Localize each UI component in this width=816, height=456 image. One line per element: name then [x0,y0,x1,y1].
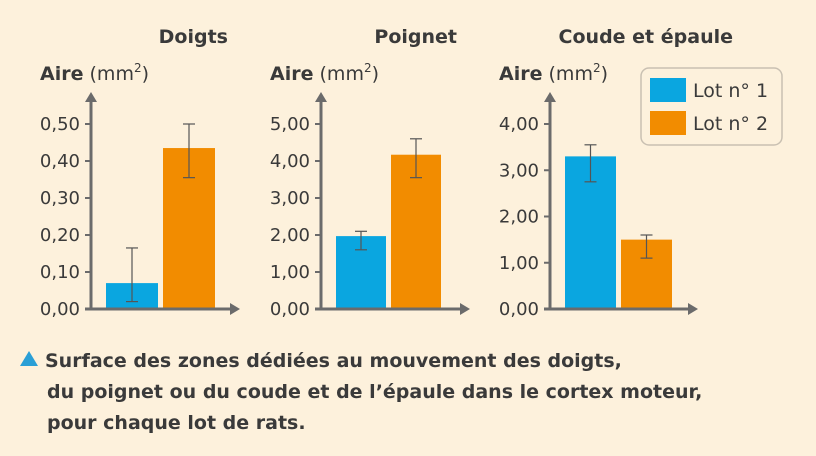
chart-title: Coude et épaule [559,26,733,48]
caption-line-2: du poignet ou du coude et de l’épaule da… [47,381,703,403]
x-axis-arrow [230,303,240,315]
y-tick-label: 4,00 [270,151,310,172]
x-axis-arrow [688,303,698,315]
caption: Surface des zones dédiées au mouvement d… [20,346,702,439]
chart-panel-1: Doigts Aire (mm2) 0,00 0,10 0,20 0,30 0,40 0,50 [40,26,240,320]
caption-line-1: Surface des zones dédiées au mouvement d… [45,350,622,372]
y-tick-label: 0,20 [40,225,80,246]
y-tick-label: 2,00 [270,225,310,246]
legend-swatch-2 [650,111,686,135]
error-bar-2 [183,123,195,179]
y-axis-arrow [85,92,97,102]
y-tick-label: 0,10 [40,262,80,283]
y-axis-label: Aire (mm2) [270,61,379,85]
y-tick-label: 3,00 [270,188,310,209]
chart-title: Poignet [374,26,457,48]
bar-2 [391,154,441,309]
y-tick-label: 4,00 [499,114,539,135]
y-tick-label: 0,50 [40,114,80,135]
caption-triangle-icon [20,351,38,366]
legend: Lot n° 1 Lot n° 2 [640,67,783,146]
error-bar-1 [126,247,138,303]
y-axis-arrow [544,92,556,102]
error-bar-2 [410,138,422,179]
error-bar-1 [584,144,597,183]
legend-label-1: Lot n° 1 [693,80,768,102]
legend-label-2: Lot n° 2 [693,113,768,135]
y-axis-arrow [315,92,327,102]
y-tick-label: 0,00 [499,299,539,320]
y-tick-label: 0,40 [40,151,80,172]
error-bar-1 [355,230,367,251]
y-tick-label: 5,00 [270,114,310,135]
chart-title: Doigts [159,26,228,48]
y-tick-label: 0,30 [40,188,80,209]
y-tick-label: 2,00 [499,207,539,228]
charts: Doigts Aire (mm2) 0,00 0,10 0,20 0,30 0,40 0,50… [40,26,733,320]
y-axis-label: Aire (mm2) [499,61,608,85]
y-tick-label: 0,00 [40,299,80,320]
error-bar-2 [640,234,653,259]
chart-panel-2: Poignet Aire (mm2) 0,00 1,00 2,00 3,00 4,00 5,0… [270,26,470,320]
y-tick-label: 3,00 [499,160,539,181]
y-tick-label: 0,00 [270,299,310,320]
caption-line-3: pour chaque lot de rats. [47,412,306,434]
legend-swatch-1 [650,78,686,102]
x-axis-arrow [460,303,470,315]
y-axis-label: Aire (mm2) [40,61,149,85]
chart-panel-3: Coude et épaule Aire (mm2) 0,00 1,00 2,00 3,0… [499,26,733,320]
y-tick-label: 1,00 [499,253,539,274]
y-tick-label: 1,00 [270,262,310,283]
